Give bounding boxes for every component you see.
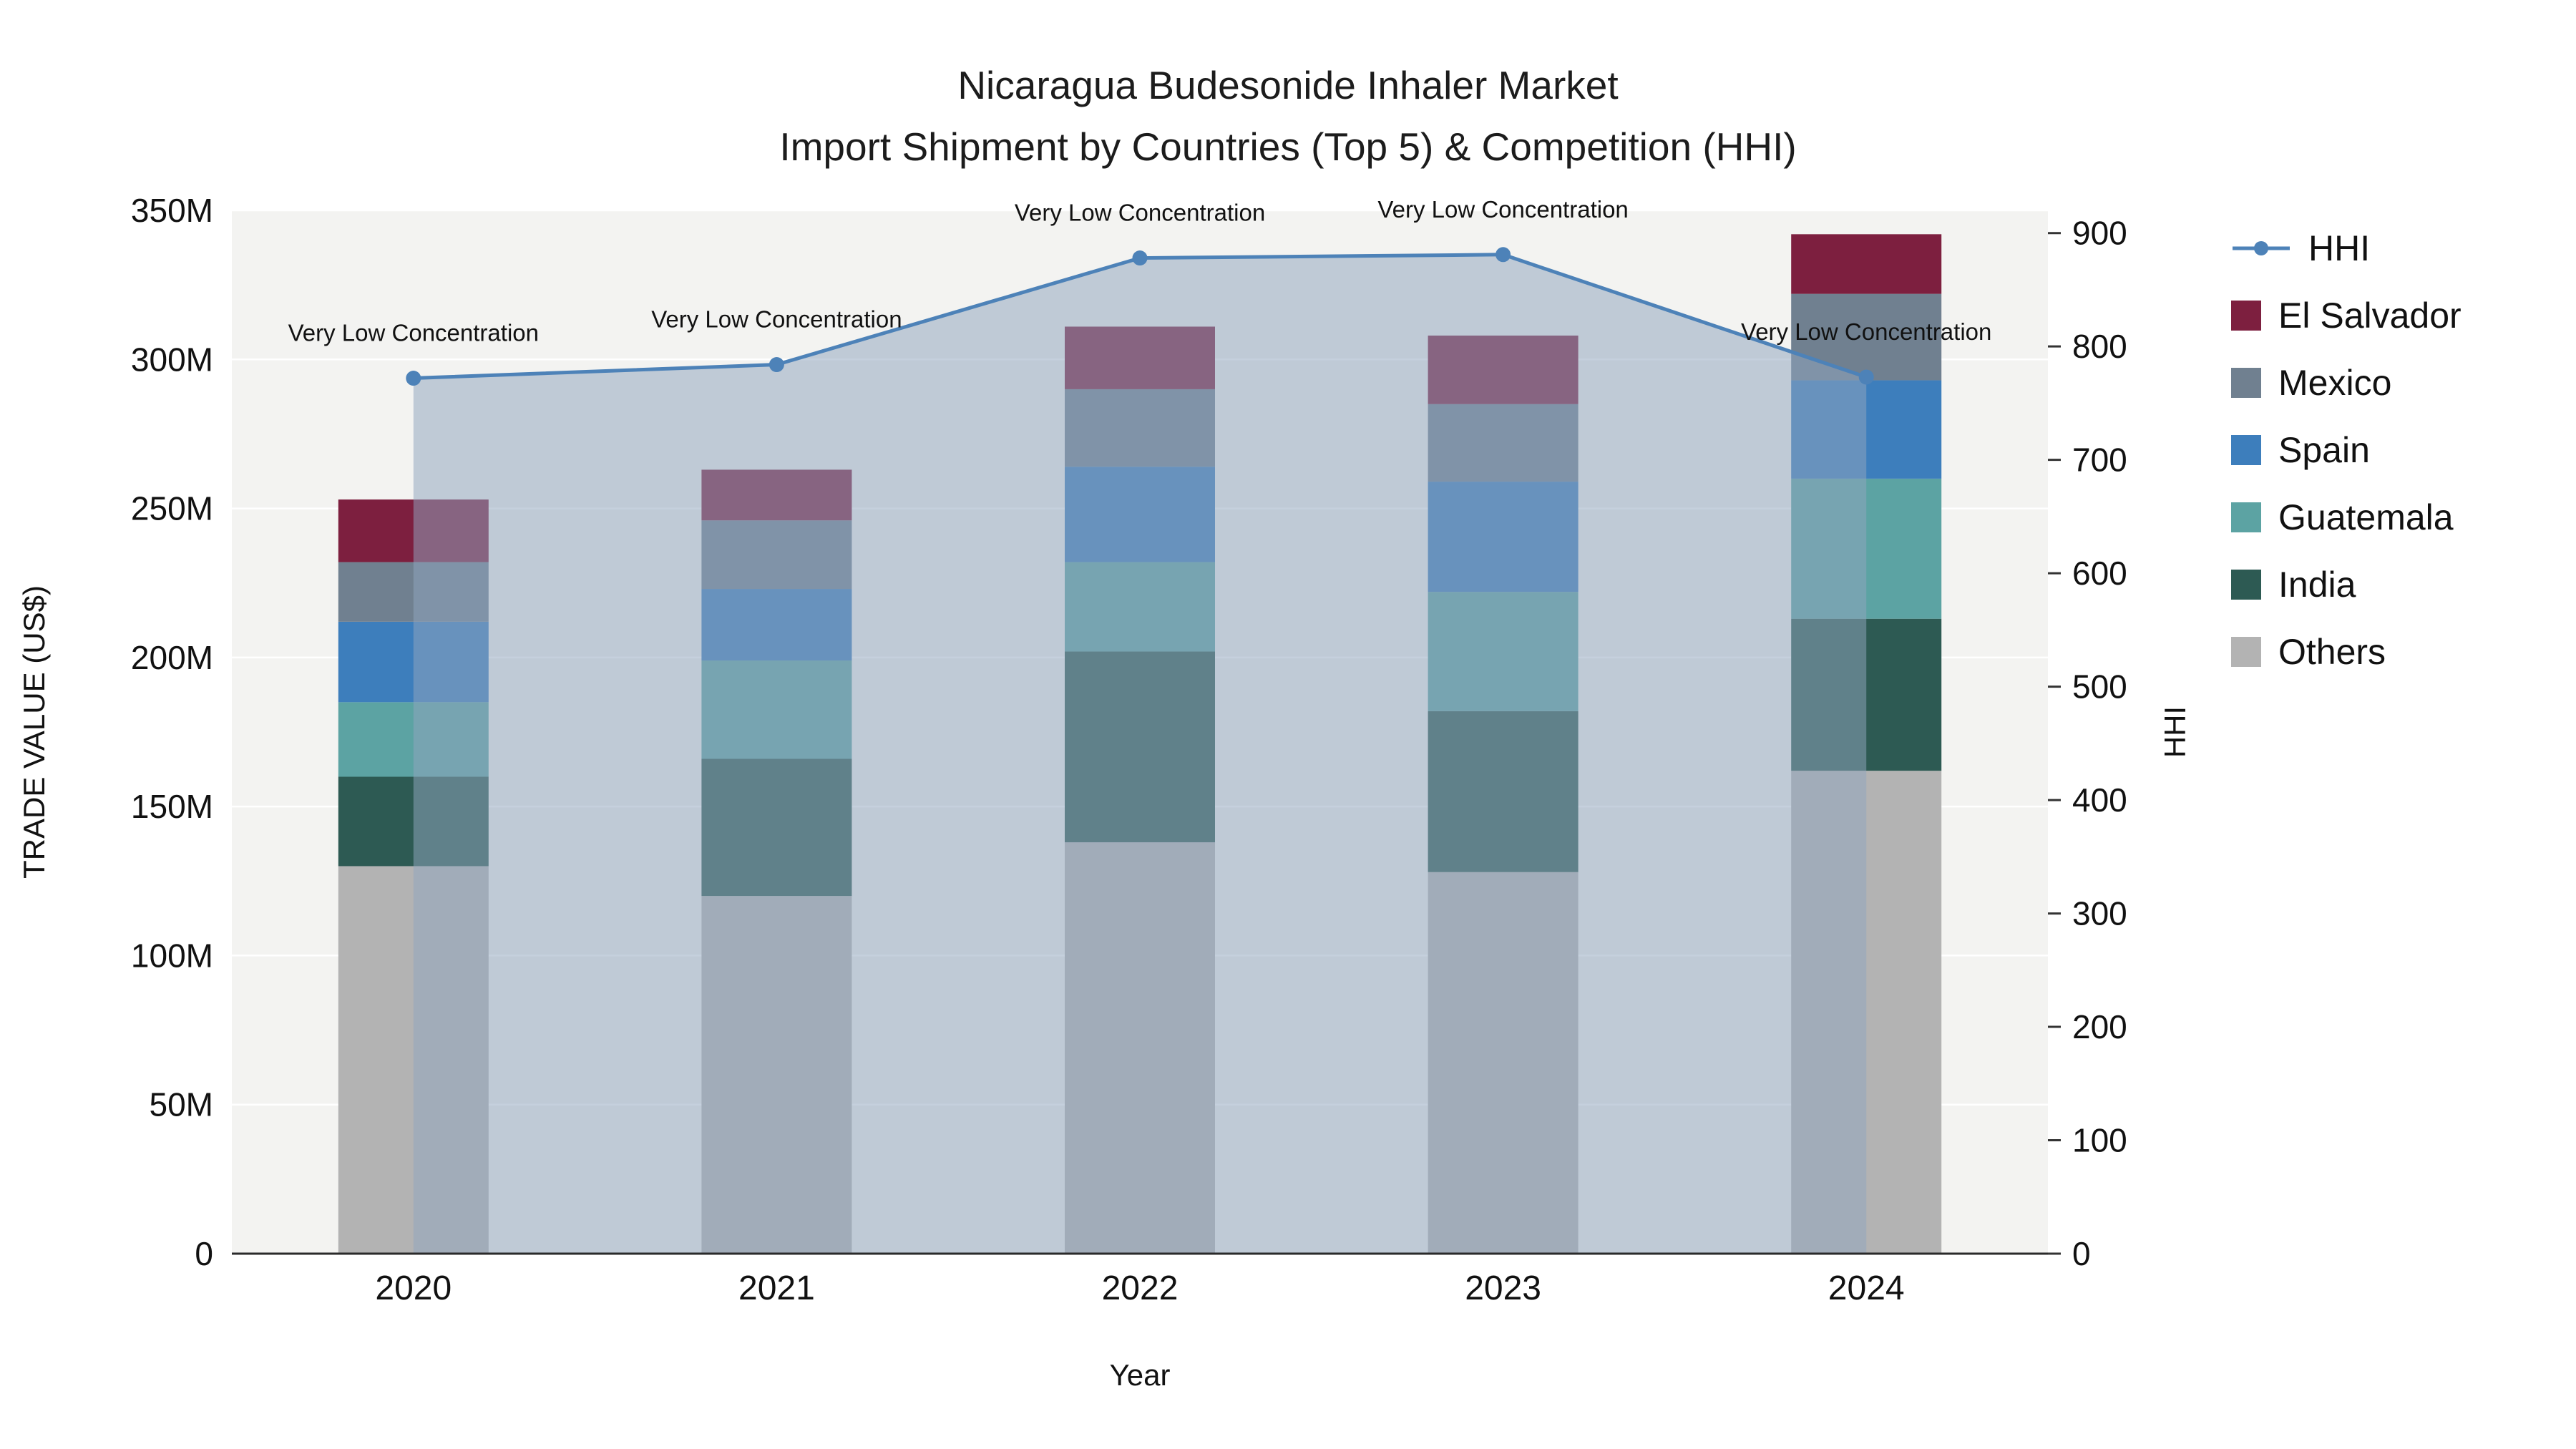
hhi-marker-2021[interactable] [769,357,784,373]
chart-title-line1: Nicaragua Budesonide Inhaler Market [957,63,1619,107]
legend-item-india[interactable]: India [2231,564,2462,605]
hhi-marker-2023[interactable] [1496,247,1511,263]
bar-segment-el-salvador-2024[interactable] [1791,234,1942,294]
y-right-tick-label: 400 [2072,781,2127,819]
y-left-tick-label: 0 [195,1235,213,1272]
y-axis-title-right: HHI [2158,706,2192,758]
y-left-tick-label: 200M [131,639,213,676]
chart-title: Nicaragua Budesonide Inhaler Market Impo… [0,54,2576,177]
legend-item-mexico[interactable]: Mexico [2231,362,2462,404]
legend-item-spain[interactable]: Spain [2231,429,2462,471]
y-right-tick-label: 300 [2072,895,2127,932]
legend-label: Mexico [2278,363,2392,403]
y-right-tick-label: 500 [2072,668,2127,706]
y-left-tick-label: 250M [131,490,213,527]
legend-item-others[interactable]: Others [2231,631,2462,673]
y-left-tick-label: 100M [131,937,213,974]
legend: HHI El Salvador Mexico Spain Guatemala India O… [2231,228,2462,673]
y-axis-title-left: TRADE VALUE (US$) [17,585,51,879]
x-tick-label-2020: 2020 [375,1269,452,1307]
legend-label: Guatemala [2278,497,2454,537]
y-right-tick-label: 0 [2072,1235,2091,1272]
hhi-marker-2024[interactable] [1858,369,1874,385]
hhi-area-fill [413,254,1867,1254]
y-right-tick-label: 900 [2072,215,2127,252]
legend-swatch [2231,637,2261,667]
legend-item-guatemala[interactable]: Guatemala [2231,497,2462,538]
x-tick-label-2022: 2022 [1102,1269,1179,1307]
x-tick-label-2024: 2024 [1828,1269,1905,1307]
annotation-2022: Very Low Concentration [1015,200,1265,226]
y-left-tick-label: 350M [131,192,213,229]
x-tick-label-2021: 2021 [738,1269,815,1307]
y-right-tick-label: 200 [2072,1008,2127,1045]
legend-swatch [2231,435,2261,465]
hhi-marker-2022[interactable] [1132,250,1148,266]
legend-line-symbol [2233,241,2290,255]
y-right-tick-label: 700 [2072,441,2127,479]
legend-swatch [2231,368,2261,398]
y-left-tick-label: 150M [131,788,213,825]
annotation-2023: Very Low Concentration [1377,196,1628,223]
legend-label: Spain [2278,430,2370,470]
hhi-marker-2020[interactable] [406,371,421,386]
legend-swatch [2231,301,2261,331]
x-tick-label-2023: 2023 [1465,1269,1541,1307]
legend-label: India [2278,565,2356,605]
legend-label: HHI [2308,228,2371,268]
y-left-tick-label: 50M [150,1086,213,1123]
legend-label: El Salvador [2278,296,2462,336]
y-right-tick-label: 800 [2072,328,2127,365]
legend-label: Others [2278,632,2386,672]
y-right-tick-label: 100 [2072,1122,2127,1159]
y-left-tick-label: 300M [131,341,213,378]
legend-item-hhi[interactable]: HHI [2231,228,2462,269]
legend-swatch [2231,502,2261,532]
x-axis-title: Year [1109,1358,1171,1392]
y-right-tick-label: 600 [2072,555,2127,592]
legend-swatch [2231,570,2261,600]
legend-item-el-salvador[interactable]: El Salvador [2231,295,2462,336]
annotation-2024: Very Low Concentration [1741,318,1991,345]
chart-title-line2: Import Shipment by Countries (Top 5) & C… [779,125,1797,169]
annotation-2021: Very Low Concentration [651,306,902,333]
annotation-2020: Very Low Concentration [288,320,539,346]
